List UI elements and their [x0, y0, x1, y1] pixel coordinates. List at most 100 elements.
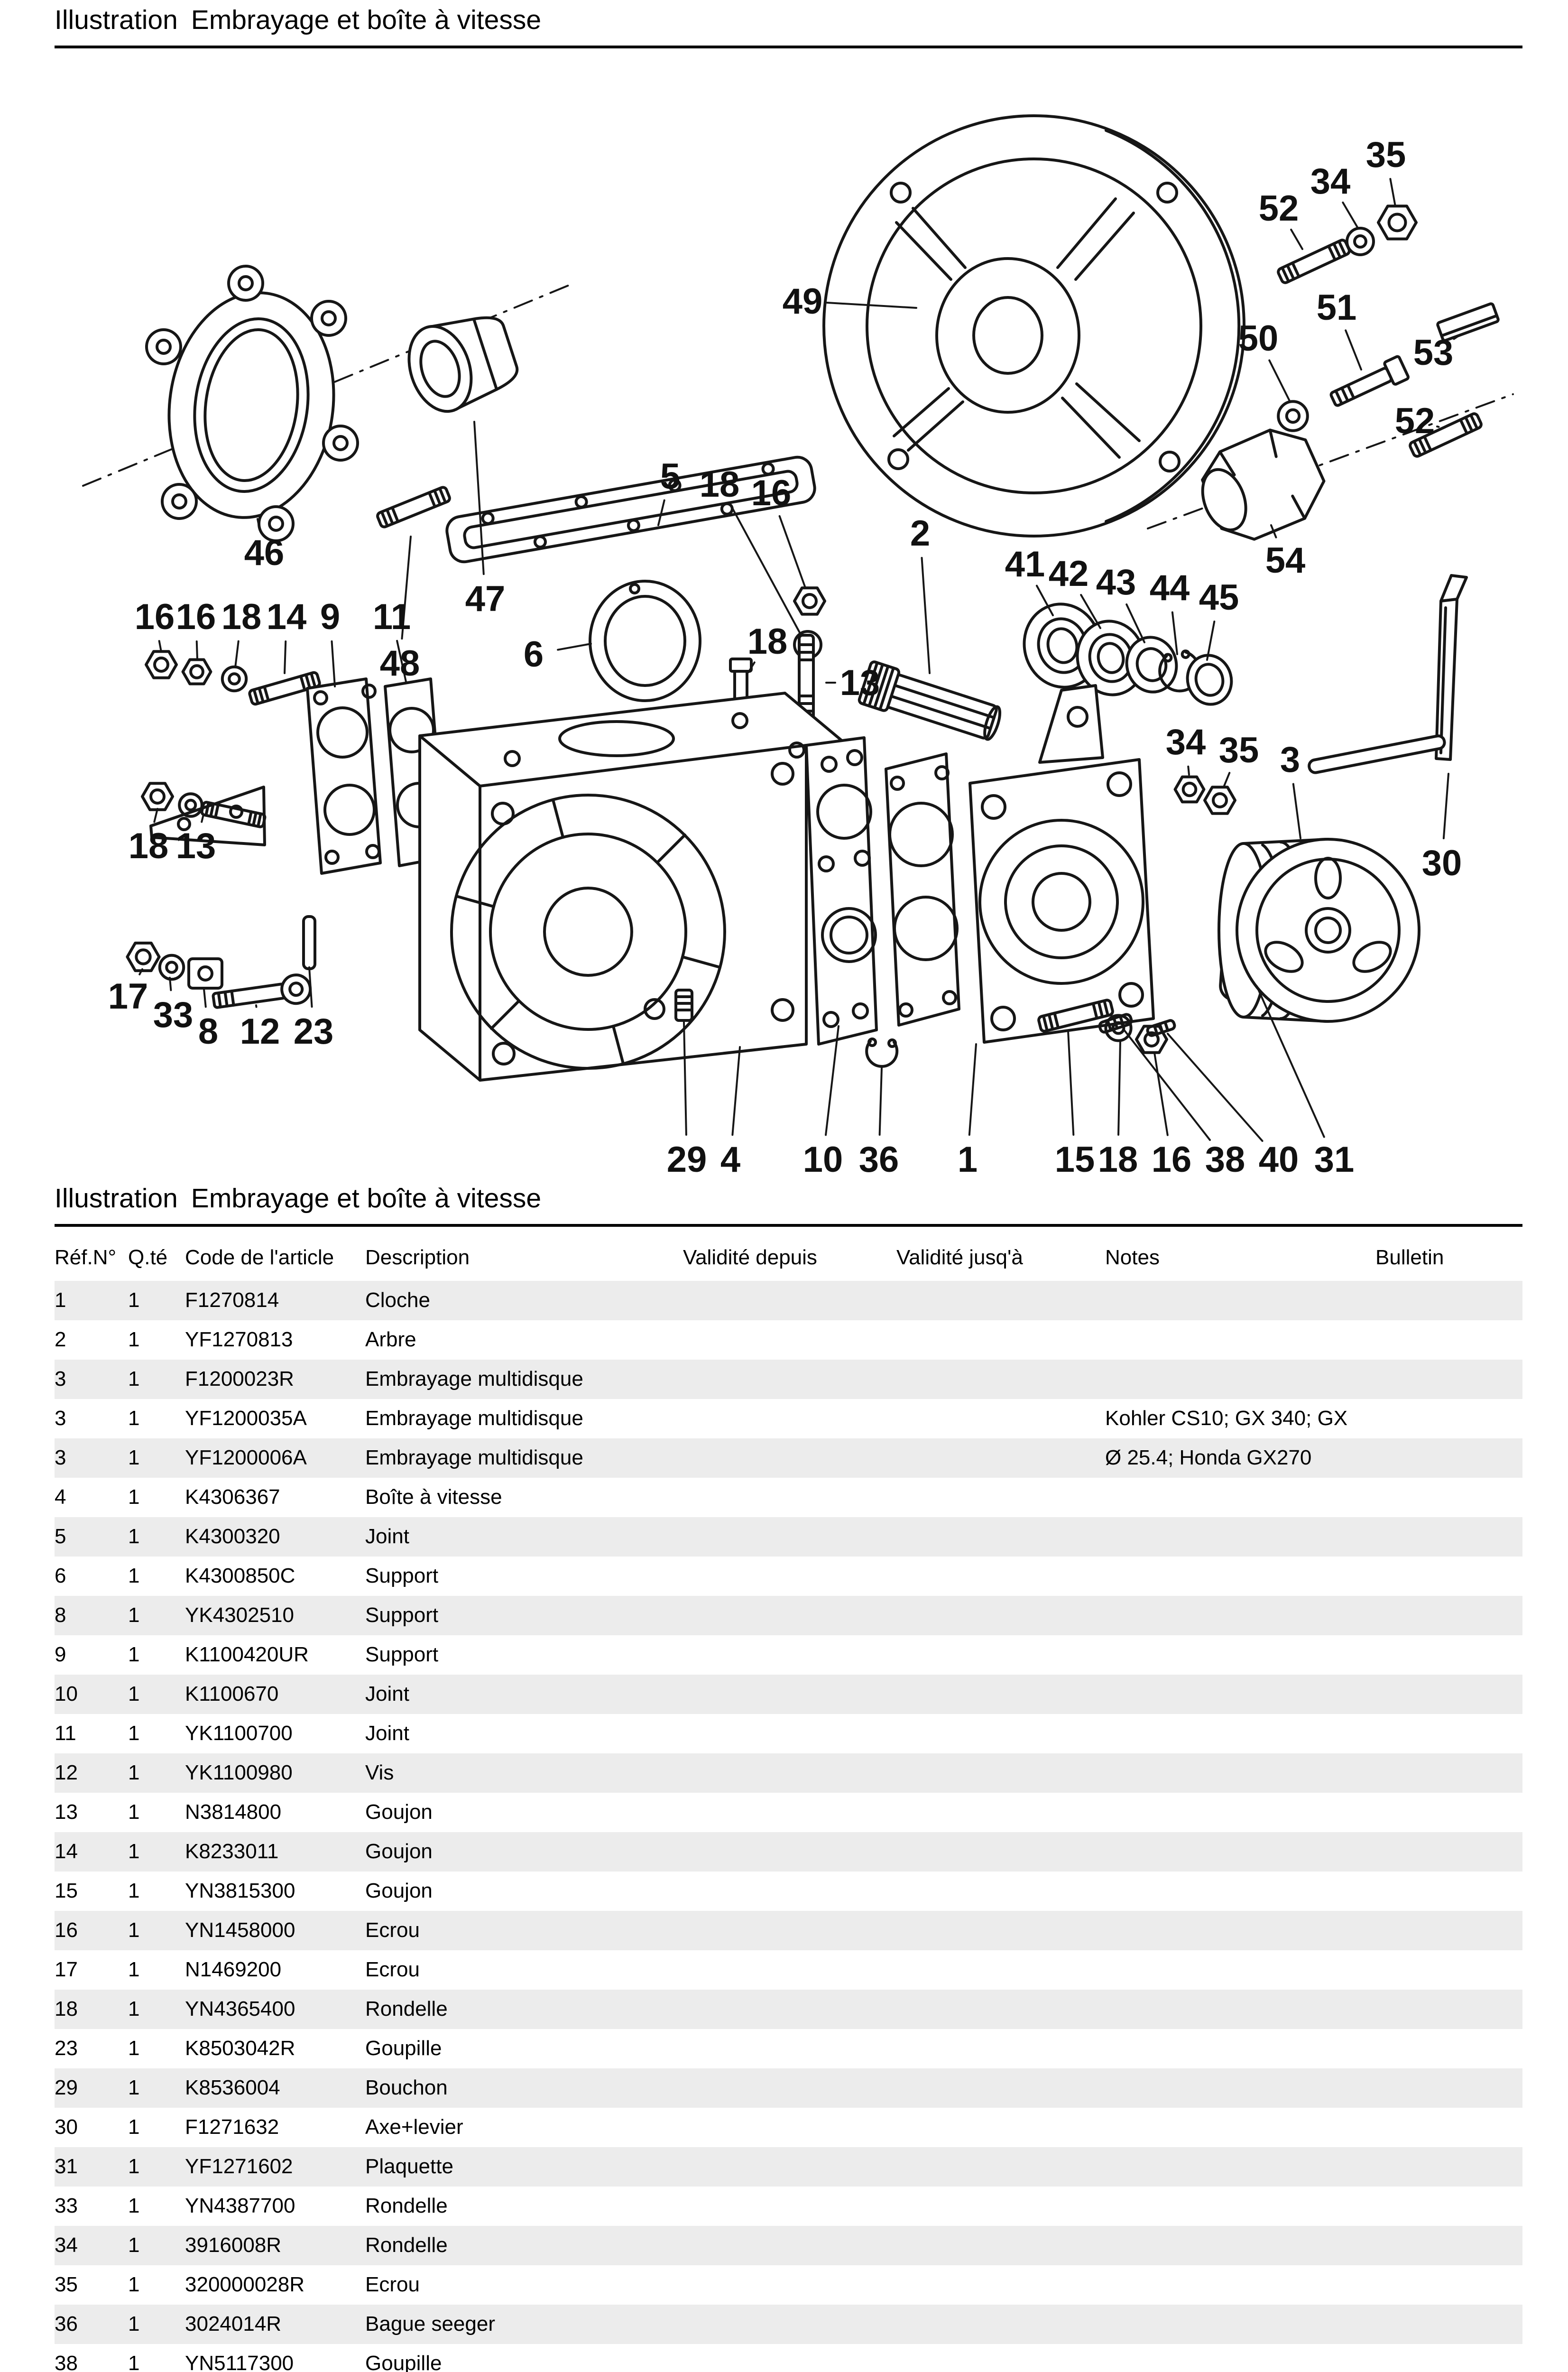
part-label-33: 33 — [153, 995, 194, 1035]
cell-bulletin — [1375, 2068, 1522, 2108]
cell-valid-to — [896, 2108, 1105, 2147]
part-label-18: 18 — [221, 597, 262, 637]
cell-code: K8233011 — [185, 1840, 279, 1863]
cell-ref: 11 — [55, 1722, 76, 1745]
part-label-9: 9 — [320, 597, 340, 637]
cell-qty: 1 — [128, 1643, 140, 1666]
cell-notes — [1105, 2068, 1375, 2108]
leader-line-35 — [1224, 773, 1229, 787]
table-row: 29 1 K8536004 Bouchon — [55, 2068, 1522, 2108]
cell-valid-from — [683, 1596, 896, 1635]
cell-desc: Ecrou — [365, 1958, 420, 1981]
cell-valid-to — [896, 1320, 1105, 1360]
part-label-15: 15 — [1055, 1140, 1095, 1174]
table-row: 15 1 YN3815300 Goujon — [55, 1872, 1522, 1911]
part-18-washer-b — [222, 667, 246, 691]
cell-ref: 9 — [55, 1643, 66, 1666]
leader-line-33 — [170, 978, 171, 990]
cell-ref: 38 — [55, 2352, 78, 2372]
cell-ref: 15 — [55, 1879, 78, 1902]
cell-code: K8503042R — [185, 2037, 295, 2060]
part-23-pin — [304, 917, 315, 969]
leader-line-30 — [1444, 774, 1448, 838]
cell-bulletin — [1375, 1793, 1522, 1832]
cell-ref: 1 — [55, 1288, 66, 1312]
cell-valid-from — [683, 1281, 896, 1320]
cell-ref: 18 — [55, 1997, 78, 2020]
cell-bulletin — [1375, 1911, 1522, 1950]
part-label-52: 52 — [1259, 188, 1299, 229]
part-label-18: 18 — [1098, 1140, 1138, 1174]
section-title: Illustration Embrayage et boîte à vitesse — [55, 1183, 542, 1214]
cell-code: F1200023R — [185, 1367, 294, 1390]
cell-valid-from — [683, 2265, 896, 2305]
part-label-52: 52 — [1395, 401, 1435, 441]
cell-ref: 16 — [55, 1918, 78, 1942]
part-label-5: 5 — [660, 456, 680, 497]
cell-qty: 1 — [128, 2076, 140, 2099]
cell-ref: 13 — [55, 1800, 78, 1824]
cell-qty: 1 — [128, 1682, 140, 1705]
cell-valid-from — [683, 2147, 896, 2187]
cell-qty: 1 — [128, 2273, 140, 2296]
leader-line-34 — [1188, 767, 1189, 775]
part-9-support-plate — [307, 679, 380, 873]
table-row: 6 1 K4300850C Support — [55, 1557, 1522, 1596]
cell-notes — [1105, 1281, 1375, 1320]
cell-qty: 1 — [128, 1288, 140, 1312]
cell-ref: 6 — [55, 1564, 66, 1587]
table-header-row: Réf.N° Q.té Code de l'article Description Va… — [55, 1239, 1522, 1281]
part-label-51: 51 — [1317, 287, 1357, 328]
cell-valid-to — [896, 1832, 1105, 1872]
cell-valid-to — [896, 2029, 1105, 2068]
part-53-key — [1437, 303, 1499, 341]
cell-bulletin — [1375, 1360, 1522, 1399]
part-label-4: 4 — [720, 1140, 740, 1174]
cell-code: YF1271602 — [185, 2155, 293, 2178]
leader-line-9 — [332, 641, 335, 686]
cell-desc: Rondelle — [365, 1997, 448, 2020]
header-rule — [55, 46, 1522, 48]
cell-bulletin — [1375, 2029, 1522, 2068]
cell-qty: 1 — [128, 2233, 140, 2257]
cell-notes — [1105, 1478, 1375, 1517]
part-label-18: 18 — [700, 464, 740, 505]
leader-line-53 — [1454, 334, 1461, 339]
part-18-nut-c — [142, 783, 173, 809]
cell-desc: Goupille — [365, 2352, 442, 2372]
leader-line-29 — [684, 1022, 686, 1135]
part-5-gasket — [445, 455, 817, 564]
cell-notes — [1105, 2108, 1375, 2147]
cell-bulletin — [1375, 1557, 1522, 1596]
cell-code: YF1200006A — [185, 1446, 307, 1469]
cell-qty: 1 — [128, 1879, 140, 1902]
cell-desc: Bague seeger — [365, 2312, 495, 2335]
cell-code: K1100670 — [185, 1682, 279, 1705]
cell-code: K4306367 — [185, 1485, 280, 1509]
part-10-gasket — [886, 754, 959, 1025]
part-47-cone — [399, 305, 524, 419]
leader-line-5 — [658, 500, 664, 525]
table-row: 18 1 YN4365400 Rondelle — [55, 1990, 1522, 2029]
cell-bulletin — [1375, 2344, 1522, 2372]
cell-valid-from — [683, 1990, 896, 2029]
col-header-qty: Q.té — [128, 1246, 168, 1269]
cell-qty: 1 — [128, 1958, 140, 1981]
part-label-47: 47 — [465, 579, 506, 619]
cell-code: 3916008R — [185, 2233, 282, 2257]
cell-ref: 35 — [55, 2273, 78, 2296]
part-label-16: 16 — [176, 597, 216, 637]
title-name: Embrayage et boîte à vitesse — [191, 5, 542, 35]
cell-bulletin — [1375, 1517, 1522, 1557]
col-header-valid-from: Validité depuis — [683, 1246, 817, 1269]
part-label-54: 54 — [1265, 540, 1306, 581]
leader-line-4 — [732, 1047, 740, 1135]
part-label-13: 13 — [176, 826, 216, 866]
leader-line-49 — [827, 303, 916, 308]
part-17-nut — [127, 943, 159, 971]
cell-valid-from — [683, 2068, 896, 2108]
cell-code: YN5117300 — [185, 2352, 294, 2372]
col-header-desc: Description — [365, 1246, 470, 1269]
cell-valid-from — [683, 2305, 896, 2344]
